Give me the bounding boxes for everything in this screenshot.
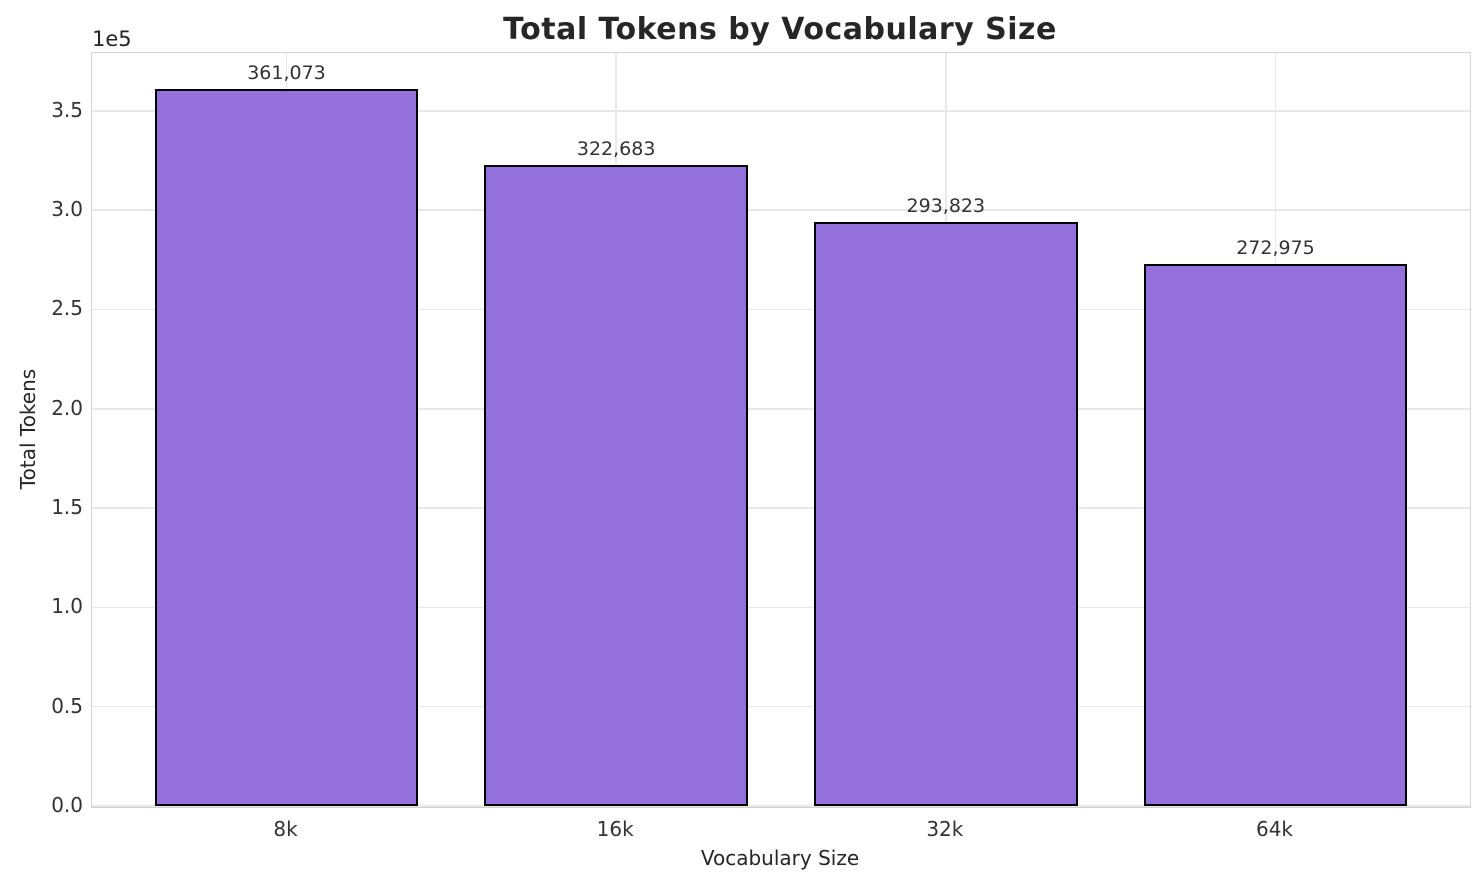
y-tick-label: 3.5 (51, 97, 83, 122)
gridline-horizontal (92, 209, 1470, 211)
y-tick-label: 3.0 (51, 197, 83, 222)
bar-32k (813, 222, 1078, 806)
y-tick-label: 0.5 (51, 693, 83, 718)
bar-value-label: 322,683 (576, 138, 656, 161)
x-tick-label: 32k (926, 817, 964, 841)
gridline-horizontal (92, 805, 1470, 807)
gridline-horizontal (92, 408, 1470, 410)
x-tick-label: 16k (596, 817, 634, 841)
y-tick-label: 1.0 (51, 594, 83, 619)
bar-8k (154, 88, 419, 806)
x-tick-label: 64k (1255, 817, 1293, 841)
gridline-horizontal (92, 705, 1470, 708)
y-tick-label: 1.5 (51, 495, 83, 520)
y-tick-label: 0.0 (51, 793, 83, 817)
gridline-horizontal (92, 308, 1470, 311)
gridline-horizontal (92, 606, 1470, 609)
x-tick-label: 8k (273, 817, 298, 841)
x-axis-label: Vocabulary Size (700, 846, 860, 870)
gridline-horizontal (92, 507, 1470, 509)
plot-area: 361,073 322,683 293,823 272,975 (91, 52, 1471, 808)
bar-16k (484, 165, 749, 806)
y-axis-label: Total Tokens (16, 368, 40, 490)
y-tick-label: 2.0 (51, 395, 83, 420)
bar-value-label: 361,073 (247, 61, 326, 84)
y-axis-offset-label: 1e5 (92, 27, 132, 51)
bar-value-label: 272,975 (1236, 236, 1315, 259)
gridline-horizontal (92, 110, 1470, 112)
bar-value-label: 293,823 (906, 195, 986, 218)
bar-64k (1143, 263, 1408, 806)
chart-title: Total Tokens by Vocabulary Size (503, 12, 1057, 47)
y-tick-label: 2.5 (51, 296, 83, 321)
